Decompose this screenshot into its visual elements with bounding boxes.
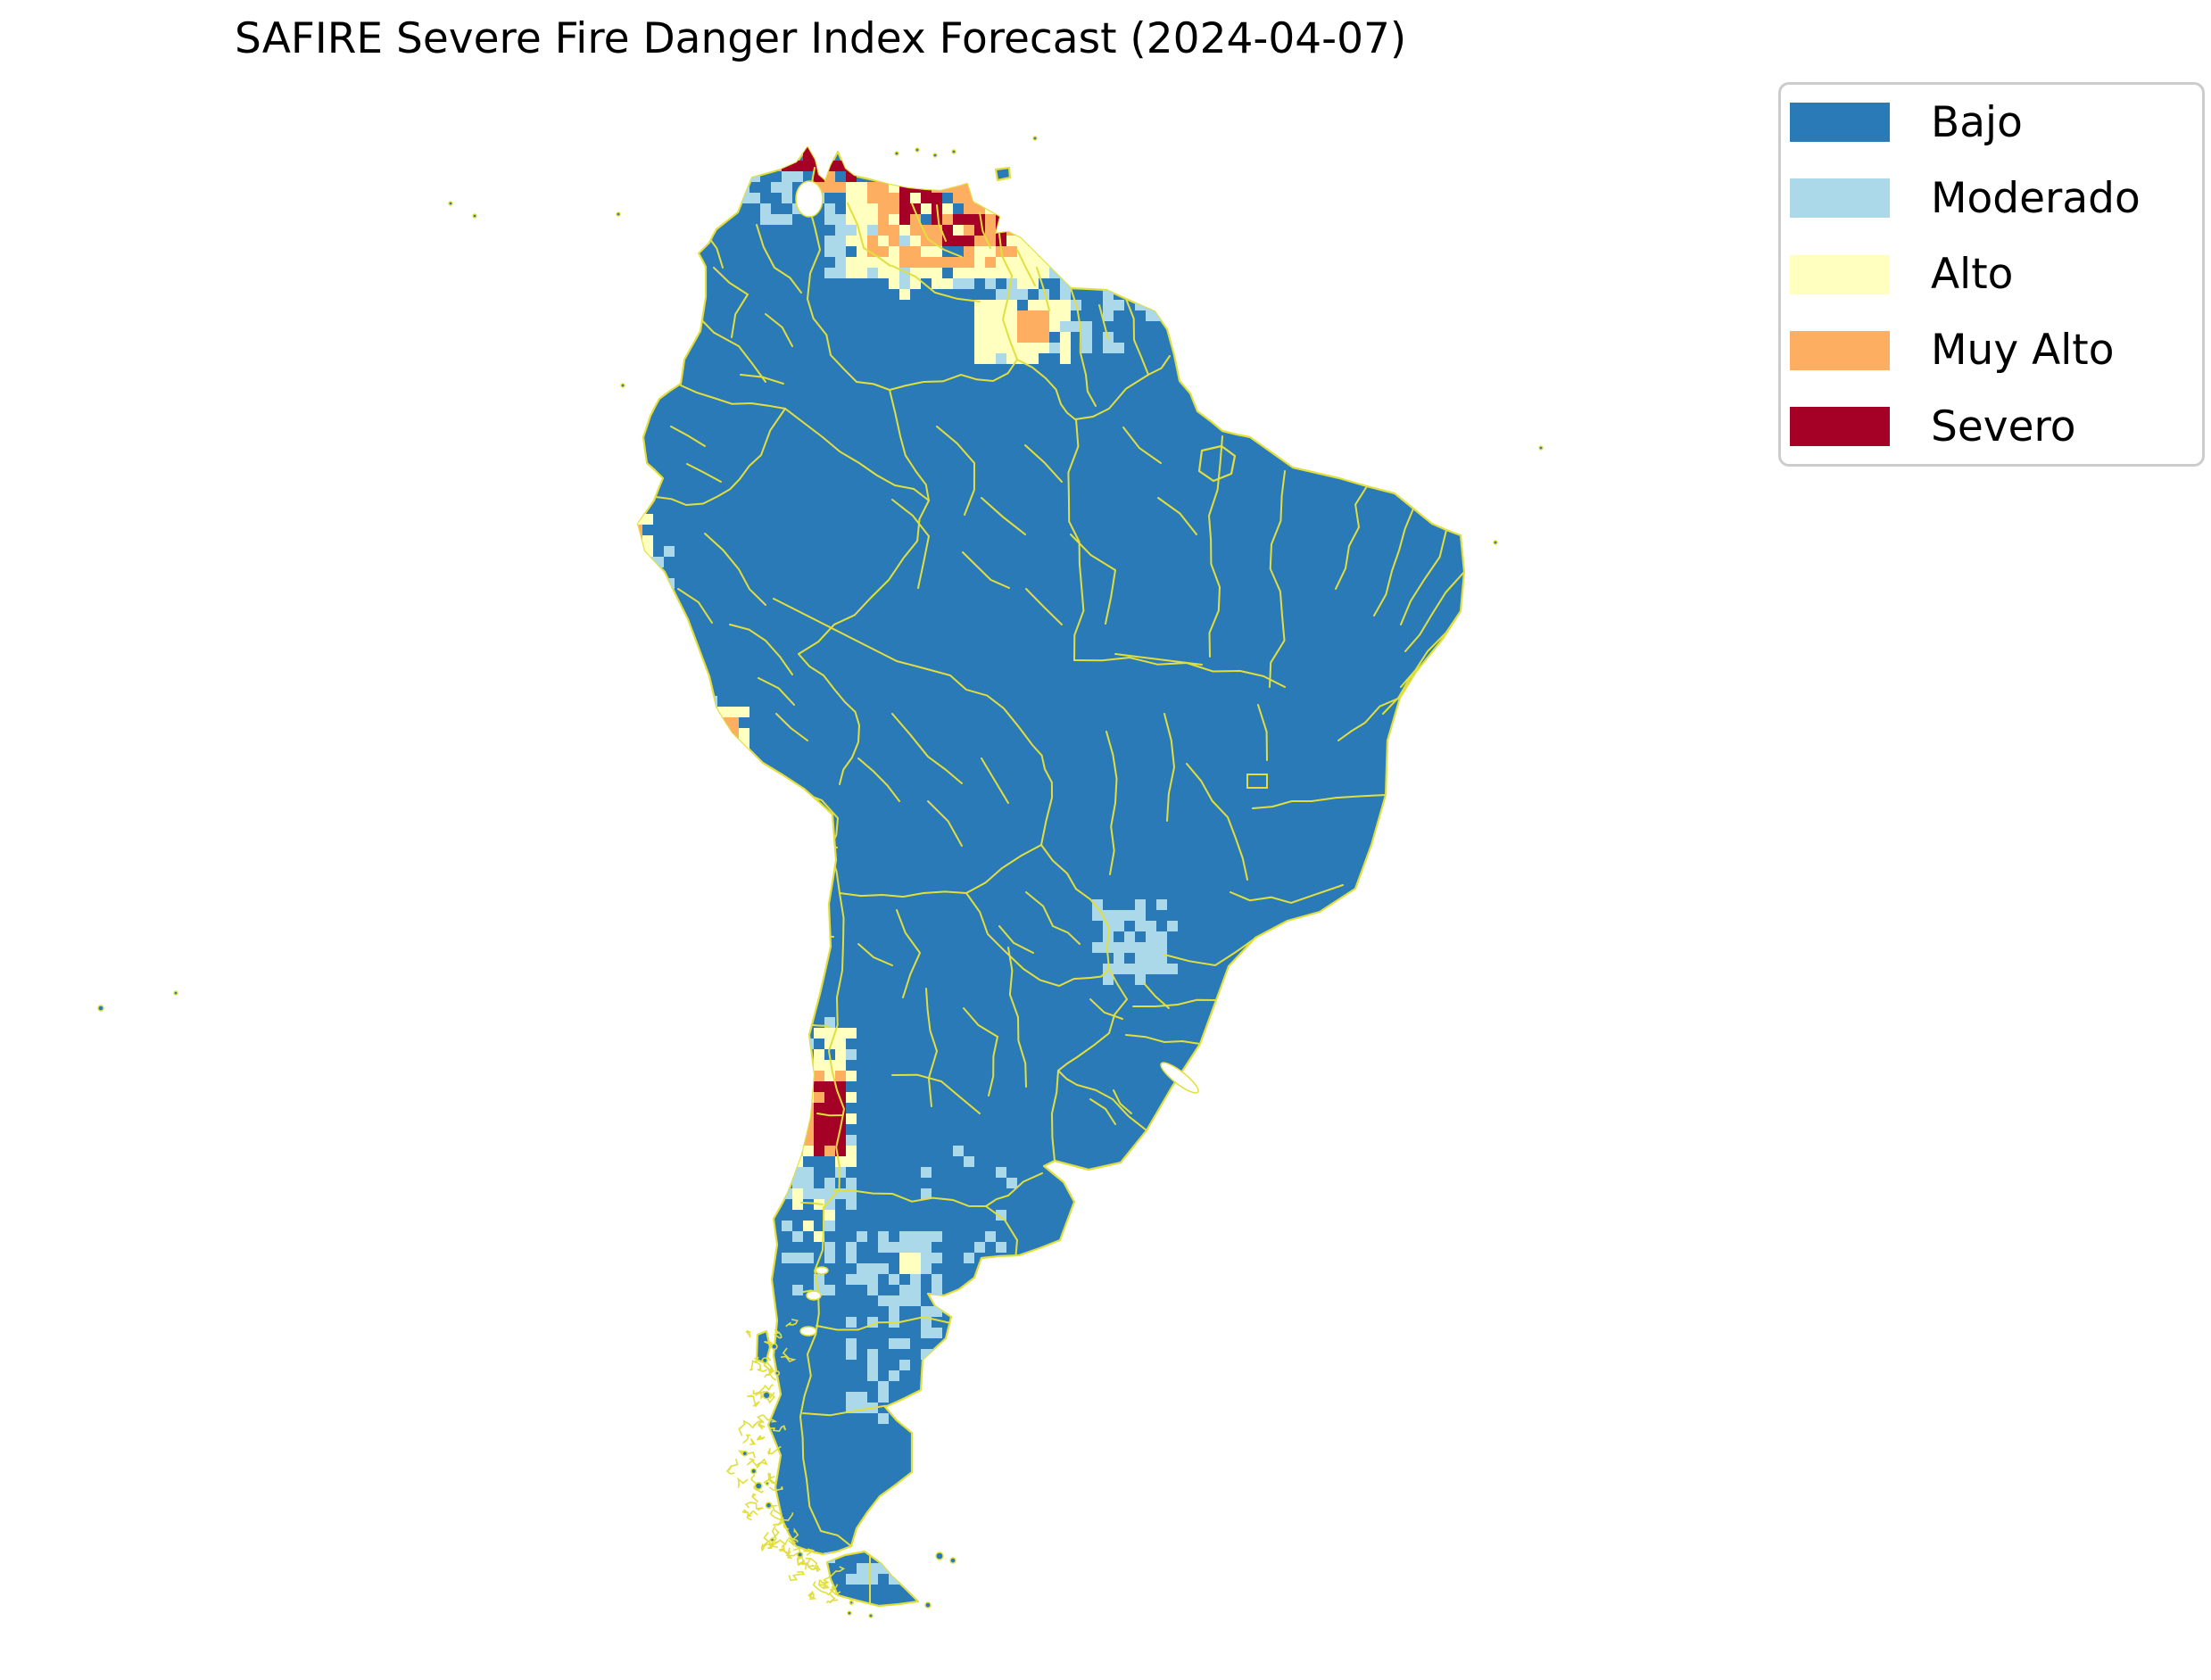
legend-item: Moderado xyxy=(1790,173,2190,223)
page-title: SAFIRE Severe Fire Danger Index Forecast… xyxy=(235,14,1407,63)
legend-swatch xyxy=(1790,103,1890,142)
legend-label: Muy Alto xyxy=(1931,326,2115,376)
legend-swatch xyxy=(1790,178,1890,219)
land-layer xyxy=(636,145,1466,1608)
legend-swatch xyxy=(1790,407,1890,446)
legend-item: Severo xyxy=(1790,401,2190,451)
legend-item: Alto xyxy=(1790,250,2190,299)
legend-item: Bajo xyxy=(1790,97,2190,147)
fjords-layer xyxy=(725,1319,854,1605)
lakes-layer xyxy=(795,180,1199,1337)
legend-swatch xyxy=(1790,330,1890,370)
legend-item: Muy Alto xyxy=(1790,326,2190,376)
admin-boundaries-layer xyxy=(655,167,1464,1604)
legend-swatch xyxy=(1790,254,1890,294)
legend-label: Bajo xyxy=(1931,97,2023,147)
legend-label: Alto xyxy=(1931,250,2014,299)
legend: Bajo Moderado Alto Muy Alto Severo xyxy=(1778,82,2205,467)
islands-layer xyxy=(97,136,1544,1618)
legend-label: Moderado xyxy=(1931,173,2141,223)
legend-label: Severo xyxy=(1931,401,2076,451)
